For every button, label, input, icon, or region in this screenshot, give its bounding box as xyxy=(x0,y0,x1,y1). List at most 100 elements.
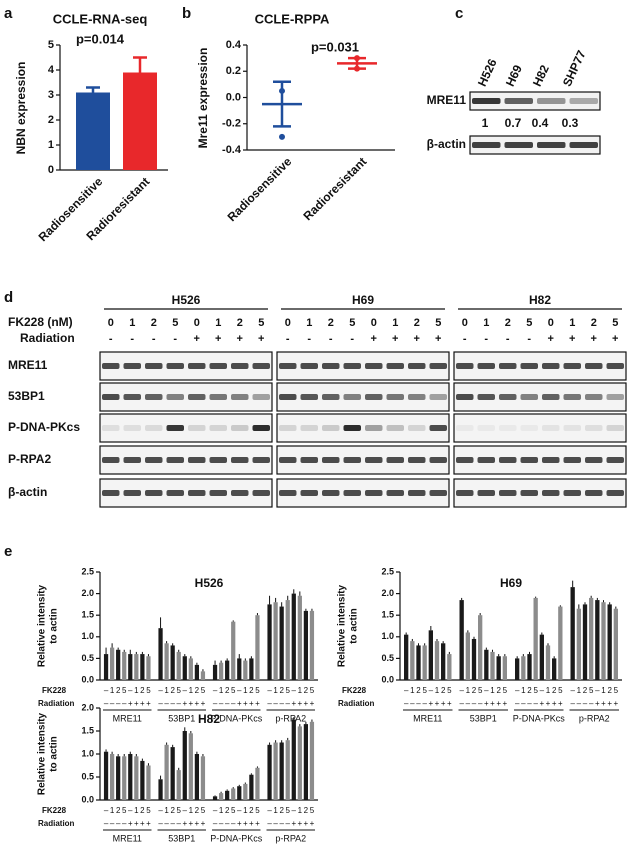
lane-label: H526 xyxy=(475,56,500,88)
bar xyxy=(128,754,133,800)
fk228-label: 5 xyxy=(310,686,315,695)
blot-band xyxy=(386,490,404,496)
chart-title: CCLE-RNA-seq xyxy=(53,11,148,26)
blot-band xyxy=(606,425,624,431)
blot-band xyxy=(166,394,184,400)
radiation-label: – xyxy=(521,699,526,708)
bar xyxy=(303,610,309,680)
fk228-label: 2 xyxy=(140,806,145,815)
radiation-label: – xyxy=(104,699,109,708)
blot-band xyxy=(408,490,426,496)
group-label: H69 xyxy=(352,293,374,307)
bar xyxy=(502,656,507,680)
blot-band xyxy=(429,425,447,431)
radiation-label: + xyxy=(548,333,554,345)
radiation-label: – xyxy=(273,699,278,708)
row-label: FK228 xyxy=(42,686,67,695)
fk228-label: 5 xyxy=(146,686,151,695)
bar xyxy=(285,740,290,800)
blot-band xyxy=(145,490,163,496)
blot-band xyxy=(386,363,404,369)
bar xyxy=(146,765,151,800)
radiation-label: - xyxy=(130,333,134,345)
blot-band xyxy=(472,98,501,104)
blot-band xyxy=(569,98,598,104)
bar xyxy=(490,651,495,680)
group-label: P-DNA-PKcs xyxy=(210,833,263,843)
bar xyxy=(291,593,296,680)
bar xyxy=(291,719,296,800)
bar xyxy=(309,721,315,800)
blot-band xyxy=(322,394,340,400)
bar xyxy=(212,664,218,680)
radiation-label: – xyxy=(164,819,169,828)
radiation-label: - xyxy=(329,333,333,345)
radiation-label: – xyxy=(170,819,175,828)
bar xyxy=(515,658,520,680)
bar xyxy=(116,649,121,680)
blot-box xyxy=(469,135,601,155)
fk228-label: 1 xyxy=(110,686,115,695)
fk228-label: 1 xyxy=(410,686,415,695)
blot-band xyxy=(520,425,538,431)
fk228-label: – xyxy=(292,806,297,815)
row-label: MRE11 xyxy=(427,93,467,107)
blot-band xyxy=(472,142,501,148)
radiation-label: – xyxy=(170,699,175,708)
blot-band xyxy=(343,363,361,369)
fk228-label: 2 xyxy=(304,806,309,815)
group-label: p-RPA2 xyxy=(275,833,306,843)
fk228-label: – xyxy=(595,686,600,695)
y-tick-label: 2.5 xyxy=(81,566,94,576)
fk228-label: 2 xyxy=(607,686,612,695)
radiation-label: + xyxy=(441,699,446,708)
radiation-label: – xyxy=(285,819,290,828)
radiation-label: - xyxy=(506,333,510,345)
radiation-label: – xyxy=(225,699,230,708)
radiation-label: + xyxy=(243,819,248,828)
bar xyxy=(267,604,272,680)
row-label: Radiation xyxy=(38,819,75,828)
y-tick-label: 2.0 xyxy=(81,588,94,598)
bar xyxy=(231,621,236,680)
bar xyxy=(285,600,290,680)
row-label: β-actin xyxy=(427,137,466,151)
y-tick-label: 1.0 xyxy=(81,748,94,758)
radiation-label: - xyxy=(152,333,156,345)
y-tick-label: 5 xyxy=(48,39,54,51)
radiation-label: + xyxy=(607,699,612,708)
blot-band xyxy=(499,425,517,431)
row-label: 53BP1 xyxy=(8,389,45,403)
row-label: FK228 xyxy=(42,806,67,815)
blot-band xyxy=(102,490,120,496)
bar xyxy=(582,604,588,680)
bar xyxy=(496,656,501,680)
fk228-label: 1 xyxy=(273,686,278,695)
fk228-label: – xyxy=(213,806,218,815)
fk228-label: – xyxy=(429,686,434,695)
fk228-label: 2 xyxy=(505,317,511,329)
point xyxy=(354,65,360,72)
blot-band xyxy=(606,394,624,400)
blot-band xyxy=(188,490,206,496)
bar xyxy=(595,600,600,680)
bar xyxy=(255,615,260,680)
fk228-label: 2 xyxy=(279,806,284,815)
y-tick-label: 0.5 xyxy=(81,653,94,663)
fk228-label: 1 xyxy=(306,317,312,329)
bar xyxy=(164,643,169,680)
y-tick-label: 2.5 xyxy=(381,566,394,576)
fk228-label: 1 xyxy=(134,806,139,815)
radiation-label: – xyxy=(515,699,520,708)
fk228-label: 2 xyxy=(304,686,309,695)
blot-band xyxy=(537,142,566,148)
radiation-label: + xyxy=(237,819,242,828)
blot-band xyxy=(542,425,560,431)
fk228-label: 1 xyxy=(164,806,169,815)
bar xyxy=(297,595,302,680)
blot-band xyxy=(386,457,404,463)
blot-band xyxy=(123,425,141,431)
fk228-label: 1 xyxy=(164,686,169,695)
fk228-label: 0 xyxy=(548,317,554,329)
fk228-label: 5 xyxy=(589,686,594,695)
